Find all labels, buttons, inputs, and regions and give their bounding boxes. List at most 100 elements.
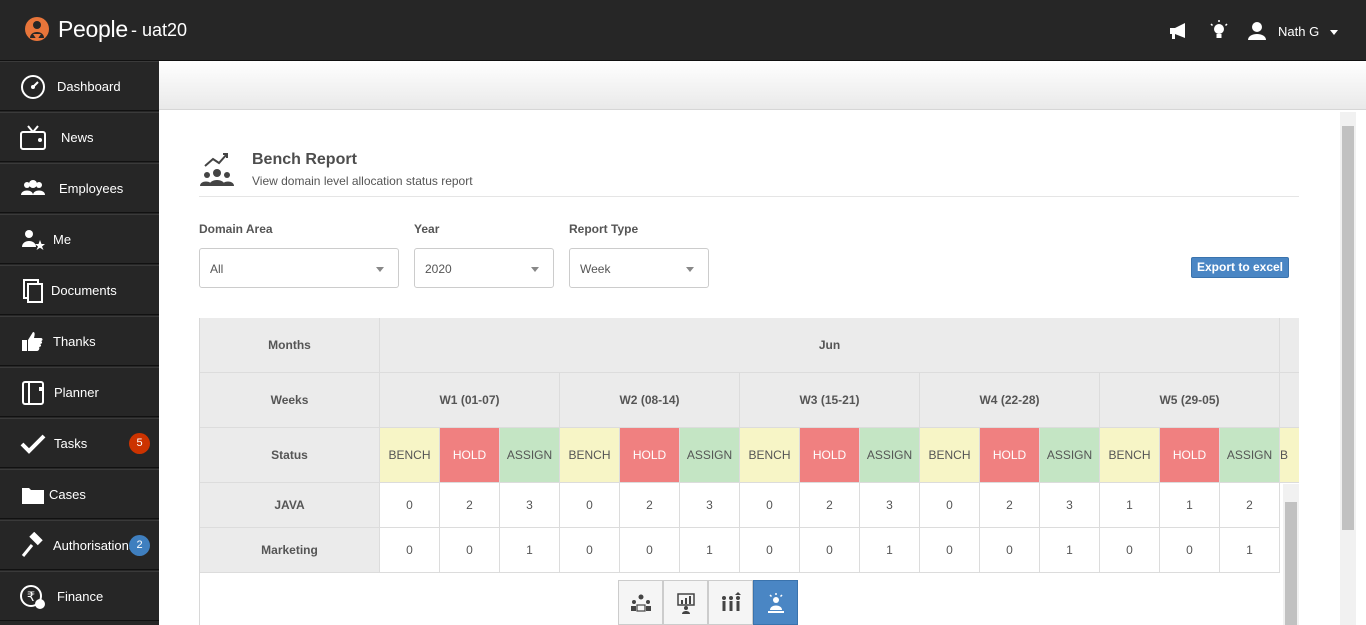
table-scrollbar[interactable] — [1283, 484, 1299, 625]
sidebar-item-cases[interactable]: Cases — [0, 469, 159, 519]
lightbulb-icon[interactable] — [1208, 20, 1230, 42]
sidebar-label: News — [61, 130, 94, 145]
export-excel-button[interactable]: Export to excel — [1191, 257, 1289, 278]
sidebar-item-me[interactable]: Me — [0, 214, 159, 264]
sidebar-item-thanks[interactable]: Thanks — [0, 316, 159, 366]
table-cell-value: 0 — [440, 528, 500, 573]
status-cell-assign: ASSIGN — [1220, 428, 1280, 483]
week-header: W5 (29-05) — [1100, 373, 1280, 428]
table-cell-value: 1 — [1040, 528, 1100, 573]
table-cell-value: 2 — [1220, 483, 1280, 528]
status-cell-bench: BENCH — [380, 428, 440, 483]
report-type-select[interactable]: Week — [569, 248, 709, 288]
page-title: Bench Report — [252, 151, 357, 168]
table-cell-value: 2 — [800, 483, 860, 528]
sidebar-item-authorisations[interactable]: Authorisations 2 — [0, 520, 159, 570]
status-cell-bench: BENCH — [740, 428, 800, 483]
table-cell-value: 1 — [500, 528, 560, 573]
sidebar: Dashboard News Employees Me Documents — [0, 61, 159, 625]
table-cell-value: 0 — [1100, 528, 1160, 573]
table-cell-value: 0 — [920, 483, 980, 528]
chart-view-icon — [677, 593, 695, 614]
bench-report-table: Months Weeks Status JAVA Marketing Jun W1 (01-… — [199, 318, 1299, 625]
instance-name: - uat20 — [131, 20, 188, 40]
table-cell-value: 0 — [560, 528, 620, 573]
table-cell-value: 3 — [860, 483, 920, 528]
page-scrollbar[interactable] — [1340, 112, 1356, 625]
content-subheader — [159, 61, 1366, 110]
people-logo-icon[interactable] — [24, 16, 50, 42]
table-cell-value: 0 — [740, 528, 800, 573]
sidebar-item-tasks[interactable]: Tasks 5 — [0, 418, 159, 468]
table-cell-value: 0 — [560, 483, 620, 528]
table-cell-value: 2 — [440, 483, 500, 528]
sidebar-item-employees[interactable]: Employees — [0, 163, 159, 213]
brand-name[interactable]: People — [58, 16, 128, 42]
tv-icon — [20, 125, 46, 150]
status-cell-assign: ASSIGN — [680, 428, 740, 483]
sidebar-item-news[interactable]: News — [0, 112, 159, 162]
sidebar-item-finance[interactable]: ₹ Finance — [0, 571, 159, 621]
tasks-count-badge: 5 — [129, 433, 150, 454]
user-menu-name[interactable]: Nath G — [1278, 24, 1320, 39]
table-cell-value: 0 — [620, 528, 680, 573]
authorisations-count-badge: 2 — [129, 535, 150, 556]
table-cell-value: 2 — [980, 483, 1040, 528]
status-cell-hold: HOLD — [800, 428, 860, 483]
thumbs-up-icon — [22, 332, 43, 351]
table-cell-value: 1 — [860, 528, 920, 573]
status-cell-hold: HOLD — [440, 428, 500, 483]
domain-area-select[interactable]: All — [199, 248, 399, 288]
year-select[interactable]: 2020 — [414, 248, 554, 288]
gavel-icon — [21, 532, 43, 557]
tab-bench-view[interactable] — [753, 580, 798, 625]
table-cell-value: 2 — [620, 483, 680, 528]
check-icon — [20, 434, 46, 454]
report-type-label: Report Type — [569, 222, 639, 236]
sidebar-label: Finance — [57, 589, 104, 604]
sidebar-item-dashboard[interactable]: Dashboard — [0, 61, 159, 111]
table-cell-value: 0 — [1160, 528, 1220, 573]
status-cell-hold: HOLD — [980, 428, 1040, 483]
status-cell-assign: ASSIGN — [860, 428, 920, 483]
sidebar-label: Documents — [51, 283, 117, 298]
view-tab-bar — [618, 580, 799, 625]
sidebar-label: Employees — [59, 181, 124, 196]
sidebar-label: Authorisations — [53, 538, 136, 553]
documents-icon — [23, 279, 43, 303]
sidebar-item-documents[interactable]: Documents — [0, 265, 159, 315]
domain-row-label: JAVA — [200, 483, 380, 528]
domain-area-label: Domain Area — [199, 222, 273, 236]
week-header: W3 (15-21) — [740, 373, 920, 428]
table-cell-value: 3 — [680, 483, 740, 528]
next-week-header — [1280, 373, 1299, 428]
sidebar-label: Me — [53, 232, 72, 247]
status-cell-hold: HOLD — [620, 428, 680, 483]
tab-team-view[interactable] — [618, 580, 663, 625]
status-header: Status — [200, 428, 380, 483]
table-scrollbar-thumb[interactable] — [1285, 502, 1297, 625]
tab-group-view[interactable] — [708, 580, 753, 625]
team-view-icon — [631, 594, 651, 612]
table-cell-value: 1 — [680, 528, 740, 573]
month-header: Jun — [380, 318, 1280, 373]
folder-icon — [22, 488, 44, 504]
year-value: 2020 — [425, 262, 452, 276]
year-label: Year — [414, 222, 440, 236]
status-cell-assign: ASSIGN — [1040, 428, 1100, 483]
table-cell-value: 0 — [920, 528, 980, 573]
report-type-value: Week — [580, 262, 611, 276]
tab-chart-view[interactable] — [663, 580, 708, 625]
user-icon[interactable] — [1246, 20, 1268, 42]
top-navbar: People - uat20 Nath G — [0, 0, 1366, 61]
page-scrollbar-thumb[interactable] — [1342, 126, 1354, 530]
sidebar-item-planner[interactable]: Planner — [0, 367, 159, 417]
sidebar-label: Dashboard — [57, 79, 121, 94]
svg-text:₹: ₹ — [27, 590, 35, 605]
megaphone-icon[interactable] — [1168, 20, 1190, 42]
week-header: W2 (08-14) — [560, 373, 740, 428]
next-month-header — [1280, 318, 1299, 373]
status-cell-bench: BENCH — [920, 428, 980, 483]
week-header: W4 (22-28) — [920, 373, 1100, 428]
chevron-down-icon[interactable] — [1330, 30, 1338, 35]
